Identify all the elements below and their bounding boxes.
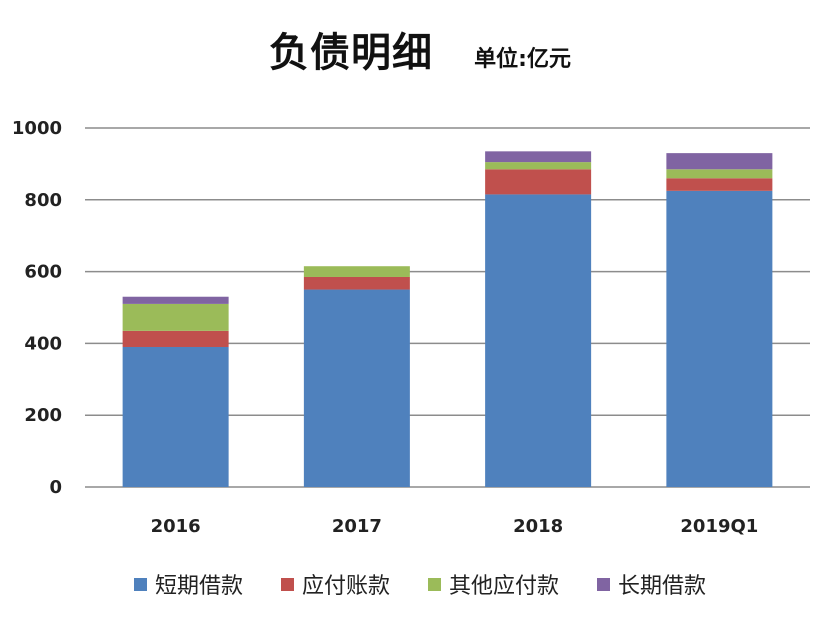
chart-title-row: 负债明细 单位:亿元 <box>0 20 840 78</box>
y-tick-label: 800 <box>24 190 62 211</box>
bar-segment <box>303 266 410 277</box>
chart-title: 负债明细 <box>269 29 434 76</box>
legend-item: 长期借款 <box>597 568 706 600</box>
y-tick-label: 1000 <box>12 118 62 139</box>
x-tick-label: 2019Q1 <box>680 516 758 537</box>
y-tick-label: 400 <box>24 333 62 354</box>
x-tick-label: 2018 <box>513 516 563 537</box>
legend-label: 应付账款 <box>301 574 390 599</box>
legend-item: 应付账款 <box>280 568 390 600</box>
bar-segment <box>666 169 773 179</box>
y-tick-label: 0 <box>49 477 62 498</box>
legend-swatch <box>428 577 441 591</box>
bar-segment <box>303 289 410 487</box>
bar-segment <box>666 153 773 170</box>
bar-segment <box>666 178 773 191</box>
bar-segment <box>122 303 229 331</box>
bar-segment <box>485 162 592 170</box>
x-tick-label: 2017 <box>332 516 382 537</box>
chart-subtitle: 单位:亿元 <box>474 47 571 72</box>
bar-segment <box>666 190 773 487</box>
bar-segment <box>303 276 410 290</box>
bar-segment <box>485 194 592 488</box>
stacked-bar-chart: 0 200 400 600 800 1000 2016 2017 2018 2019Q1 <box>12 118 810 537</box>
legend: 短期借款 应付账款 其他应付款 长期借款 <box>0 568 840 600</box>
legend-item: 其他应付款 <box>428 568 559 600</box>
legend-item: 短期借款 <box>133 568 243 600</box>
legend-swatch <box>280 577 294 591</box>
x-tick-label: 2016 <box>151 516 201 537</box>
legend-label: 其他应付款 <box>449 574 560 599</box>
bar-segment <box>122 346 229 487</box>
legend-swatch <box>133 577 147 591</box>
legend-label: 短期借款 <box>154 574 243 599</box>
bar-segment <box>485 151 592 163</box>
bar-segment <box>485 169 592 195</box>
legend-label: 长期借款 <box>618 574 707 599</box>
bar-segment <box>122 330 229 347</box>
y-tick-label: 200 <box>24 405 62 426</box>
y-tick-label: 600 <box>24 262 62 283</box>
bar-segment <box>122 296 229 304</box>
legend-swatch <box>597 577 611 591</box>
